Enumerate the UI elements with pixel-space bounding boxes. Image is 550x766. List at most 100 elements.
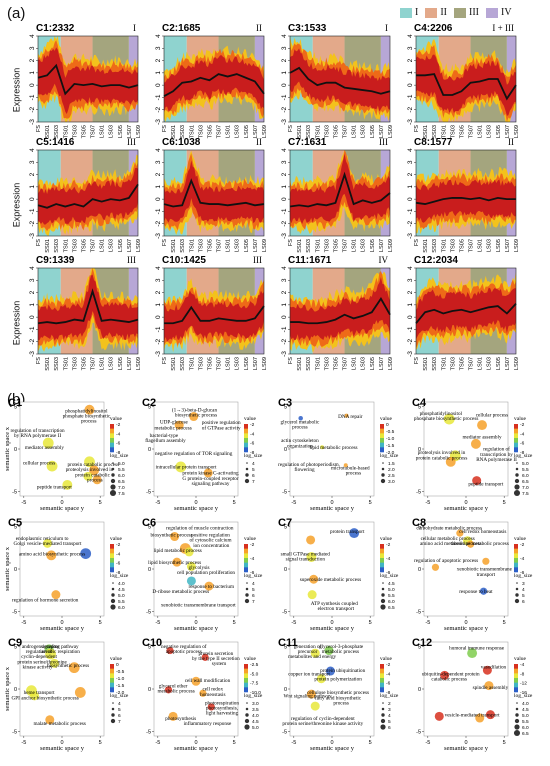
- y-tick-label: 2: [407, 58, 414, 62]
- go-term-label: signaling pathway: [41, 644, 79, 650]
- y-tick-label: 0: [418, 687, 421, 693]
- x-axis-label: semantic space y: [444, 745, 489, 752]
- y-tick-label: -3: [155, 351, 162, 357]
- go-term-label: glycerol-3-phosphate: [319, 644, 364, 650]
- colorbar-segment: [514, 562, 518, 568]
- y-tick-label: 5: [284, 644, 287, 650]
- go-point: [306, 535, 316, 545]
- y-tick-label: 0: [407, 315, 414, 319]
- x-tick-label: LS09: [262, 239, 268, 252]
- y-tick-label: 4: [29, 34, 36, 38]
- x-tick-label: TS03: [324, 357, 330, 370]
- x-tick-label: 5: [99, 500, 102, 506]
- y-tick-label: 2: [29, 172, 36, 176]
- colorbar-segment: [244, 442, 248, 448]
- y-tick-label: 1: [407, 185, 414, 189]
- size-key-dot: [110, 484, 116, 490]
- y-axis-label: semantic space x: [4, 426, 11, 471]
- y-tick-label: 2: [281, 58, 288, 62]
- value-tick-label: -4: [250, 431, 255, 437]
- go-term-label: biosynthetic process: [150, 533, 192, 539]
- size-key-dot: [245, 713, 249, 717]
- colorbar-segment: [244, 567, 248, 573]
- y-tick-label: 1: [29, 71, 36, 75]
- size-tick-label: 5.5: [522, 467, 529, 473]
- x-tick-label: -5: [155, 620, 160, 626]
- go-term-label: metabolic process: [322, 649, 359, 655]
- size-tick-label: 5.0: [522, 713, 529, 719]
- x-tick-label: SS01: [423, 357, 429, 371]
- size-tick-label: 4: [388, 713, 391, 719]
- go-term-label: positive regulation: [191, 533, 230, 539]
- x-tick-label: LS07: [253, 239, 259, 252]
- colorbar-segment: [244, 438, 248, 443]
- x-tick-label: TS05: [459, 357, 465, 370]
- y-tick-label: -2: [281, 220, 288, 226]
- x-tick-label: -5: [291, 740, 296, 746]
- size-legend-title: log_size: [514, 453, 533, 459]
- x-tick-label: TS01: [189, 125, 195, 138]
- size-tick-label: 1.5: [388, 461, 395, 467]
- colorbar-segment: [380, 682, 384, 688]
- x-tick-label: SS01: [45, 357, 51, 371]
- x-tick-label: -5: [291, 500, 296, 506]
- size-tick-label: 6: [252, 473, 255, 479]
- go-term-label: D-ribose metabolic process: [152, 589, 209, 595]
- inner-band: [290, 48, 390, 112]
- y-tick-label: 0: [155, 197, 162, 201]
- colorbar-segment: [514, 687, 518, 693]
- y-tick-label: 0: [155, 83, 162, 87]
- y-tick-label: -2: [29, 106, 36, 112]
- colorbar-segment: [110, 428, 114, 434]
- x-tick-label: TS05: [207, 239, 213, 252]
- go-panel-title: C10: [142, 637, 162, 649]
- x-tick-label: SS03: [54, 357, 60, 371]
- x-tick-label: -5: [291, 620, 296, 626]
- x-tick-label: TS03: [72, 239, 78, 252]
- y-tick-label: 1: [407, 71, 414, 75]
- go-term-label: proteolysis involved in: [418, 450, 466, 456]
- y-tick-label: 3: [407, 160, 414, 164]
- value-legend-title: value: [244, 656, 256, 662]
- x-tick-label: 5: [99, 620, 102, 626]
- y-tick-label: 1: [281, 71, 288, 75]
- go-term-label: protein polymerization: [314, 676, 362, 682]
- plot-frame: [163, 35, 265, 123]
- cluster-phase: I: [133, 23, 136, 33]
- y-tick-label: -2: [29, 220, 36, 226]
- y-tick-label: -5: [416, 730, 421, 736]
- x-tick-label: 0: [330, 500, 333, 506]
- value-tick-label: -6: [520, 570, 525, 576]
- y-axis-label: semantic space x: [4, 666, 11, 711]
- y-tick-label: 0: [407, 83, 414, 87]
- x-tick-label: -5: [425, 740, 430, 746]
- x-tick-label: LS05: [118, 357, 124, 370]
- x-tick-label: LS05: [496, 125, 502, 138]
- value-tick-label: -2: [386, 542, 391, 548]
- y-tick-label: 5: [418, 524, 421, 530]
- size-legend-title: log_size: [110, 693, 129, 699]
- size-tick-label: 4.5: [118, 587, 125, 593]
- y-tick-label: -3: [155, 233, 162, 239]
- cluster-title: C12:2034: [414, 255, 458, 266]
- colorbar-segment: [244, 678, 248, 683]
- x-axis-label: semantic space y: [310, 625, 355, 632]
- go-point: [89, 465, 100, 476]
- x-tick-label: LS05: [244, 239, 250, 252]
- x-tick-label: -5: [425, 620, 430, 626]
- go-term-label: regulation of: [26, 648, 53, 655]
- x-tick-label: 5: [503, 500, 506, 506]
- y-tick-label: -1: [407, 94, 414, 100]
- x-tick-label: 5: [369, 500, 372, 506]
- x-tick-label: LS07: [127, 239, 133, 252]
- go-point: [307, 590, 317, 600]
- y-tick-label: 5: [284, 404, 287, 410]
- y-tick-label: 0: [281, 197, 288, 201]
- go-term-label: metabolites and energy: [288, 654, 336, 660]
- x-tick-label: LS07: [505, 239, 511, 252]
- go-term-label: cellulose biosynthetic process: [307, 690, 369, 696]
- go-term-label: microtubule-based: [331, 466, 370, 472]
